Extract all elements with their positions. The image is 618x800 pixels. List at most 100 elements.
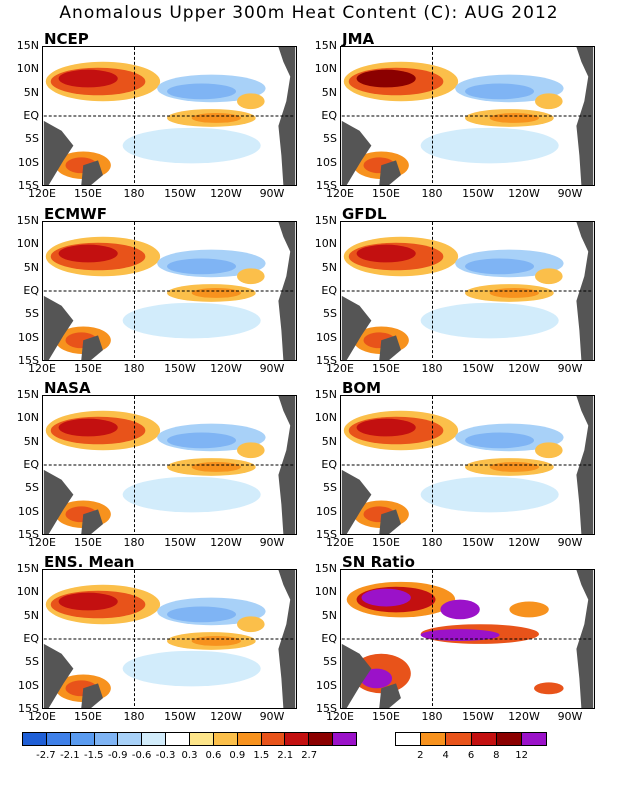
lat-tick-label: 10N xyxy=(314,411,337,425)
lon-tick-label: 120E xyxy=(28,710,56,723)
lon-tick-label: 180 xyxy=(123,710,145,723)
lat-tick-label: 15N xyxy=(16,562,39,575)
colorbar-label: -2.7 xyxy=(36,750,56,761)
lon-tick-label: 120W xyxy=(508,362,540,375)
map-panel-ecmwf: ECMWF 15N 10N 5N EQ 5S 10S 15S 120E 150E 180 150W 12… xyxy=(17,205,297,375)
colorbar-swatch xyxy=(261,733,286,745)
lat-tick-label: 10S xyxy=(316,678,337,692)
colorbar-swatch xyxy=(446,733,472,745)
lat-tick-label: 10N xyxy=(16,411,39,425)
lon-tick-label: 150E xyxy=(372,187,400,200)
map-panel-sn: SN Ratio 15N 10N 5N EQ 5S 10S 15S 120E 150E 180 150… xyxy=(315,553,595,723)
colorbar-swatch xyxy=(213,733,238,745)
panel-label-ens: ENS. Mean xyxy=(44,553,135,571)
lat-tick-label: 15S xyxy=(18,702,39,715)
colorbar-swatch xyxy=(94,733,119,745)
lat-tick-label: 15N xyxy=(16,39,39,52)
colorbar-label: -0.6 xyxy=(131,750,152,761)
lat-tick-label: 10N xyxy=(16,585,39,599)
lat-tick-label: EQ xyxy=(321,632,337,645)
lat-tick-label: 5S xyxy=(323,132,337,146)
lon-tick-label: 90W xyxy=(259,187,285,200)
lon-tick-label: 120E xyxy=(28,362,56,375)
lon-tick-label: 180 xyxy=(421,187,443,200)
lat-tick-label: 15S xyxy=(316,702,337,715)
lat-tick-label: 10S xyxy=(316,504,337,518)
lon-tick-label: 150W xyxy=(164,536,196,549)
lat-tick-label: 15S xyxy=(18,528,39,541)
panel-label-ecmwf: ECMWF xyxy=(44,205,107,223)
lat-tick-label: 15S xyxy=(316,179,337,192)
lat-tick-label: 15N xyxy=(16,214,39,227)
lat-tick-label: 10S xyxy=(18,330,39,344)
lon-tick-label: 90W xyxy=(259,536,285,549)
colorbar-label: 4 xyxy=(442,750,449,761)
lat-tick-label: 15S xyxy=(316,528,337,541)
lat-tick-label: EQ xyxy=(23,284,39,297)
colorbar-swatch xyxy=(285,733,310,745)
lon-tick-label: 120W xyxy=(210,362,242,375)
lon-tick-label: 150W xyxy=(164,710,196,723)
colorbar-label: -0.3 xyxy=(155,750,176,761)
lon-tick-label: 150E xyxy=(74,362,102,375)
lat-tick-label: 5S xyxy=(323,307,337,321)
lon-tick-label: 120E xyxy=(28,187,56,200)
lon-tick-label: 150W xyxy=(462,187,494,200)
lon-tick-label: 150E xyxy=(372,536,400,549)
anomaly-colorbar xyxy=(22,732,357,746)
lon-tick-label: 150E xyxy=(372,362,400,375)
lat-tick-label: 15N xyxy=(314,39,337,52)
panel-label-ncep: NCEP xyxy=(44,30,89,48)
lon-tick-label: 180 xyxy=(421,710,443,723)
lat-tick-label: 5N xyxy=(321,434,337,448)
lon-tick-label: 150W xyxy=(462,362,494,375)
lat-tick-label: 5S xyxy=(25,307,39,321)
map-jma xyxy=(340,46,595,186)
lon-tick-label: 150W xyxy=(462,536,494,549)
lon-tick-label: 180 xyxy=(123,362,145,375)
lat-tick-label: 5N xyxy=(23,85,39,99)
colorbar-swatch xyxy=(521,733,547,745)
lat-tick-label: EQ xyxy=(321,284,337,297)
panel-label-bom: BOM xyxy=(342,379,382,397)
lat-tick-label: 5N xyxy=(321,260,337,274)
colorbar-label: 0.6 xyxy=(205,750,222,761)
lon-tick-label: 150E xyxy=(372,710,400,723)
map-panel-ens: ENS. Mean 15N 10N 5N EQ 5S 10S 15S 120E 150E 180 15… xyxy=(17,553,297,723)
lat-tick-label: 5N xyxy=(23,260,39,274)
map-nasa xyxy=(42,395,297,535)
lon-tick-label: 90W xyxy=(557,536,583,549)
map-ecmwf xyxy=(42,221,297,361)
map-panel-bom: BOM 15N 10N 5N EQ 5S 10S 15S 120E 150E 180 150W 120W… xyxy=(315,379,595,549)
lat-tick-label: 15S xyxy=(18,354,39,367)
lon-tick-label: 150E xyxy=(74,710,102,723)
lat-tick-label: 10S xyxy=(316,330,337,344)
colorbar-label: 2.1 xyxy=(277,750,294,761)
colorbar-swatch xyxy=(118,733,143,745)
lon-tick-label: 180 xyxy=(123,536,145,549)
map-panel-ncep: NCEP 15N 10N 5N EQ 5S 10S 15S 120E 150E 180 150W 120… xyxy=(17,30,297,200)
lat-tick-label: EQ xyxy=(23,109,39,122)
colorbar-swatch xyxy=(166,733,191,745)
lat-tick-label: 10N xyxy=(16,237,39,251)
lat-tick-label: 10N xyxy=(314,237,337,251)
sn-colorbar xyxy=(395,732,547,746)
map-bom xyxy=(340,395,595,535)
colorbar-swatch xyxy=(23,733,47,745)
panel-label-gfdl: GFDL xyxy=(342,205,387,223)
colorbar-swatch xyxy=(46,733,71,745)
lat-tick-label: 15S xyxy=(18,179,39,192)
lat-tick-label: EQ xyxy=(321,458,337,471)
lon-tick-label: 120E xyxy=(326,710,354,723)
lon-tick-label: 120W xyxy=(210,536,242,549)
colorbar-label: -1.5 xyxy=(84,750,104,761)
lat-tick-label: 10N xyxy=(16,62,39,76)
lon-tick-label: 90W xyxy=(557,362,583,375)
lat-tick-label: EQ xyxy=(23,632,39,645)
lat-tick-label: 10S xyxy=(18,504,39,518)
panel-label-sn: SN Ratio xyxy=(342,553,415,571)
lon-tick-label: 90W xyxy=(557,187,583,200)
lon-tick-label: 120E xyxy=(326,187,354,200)
lat-tick-label: 5S xyxy=(323,481,337,495)
colorbar-swatch xyxy=(309,733,334,745)
